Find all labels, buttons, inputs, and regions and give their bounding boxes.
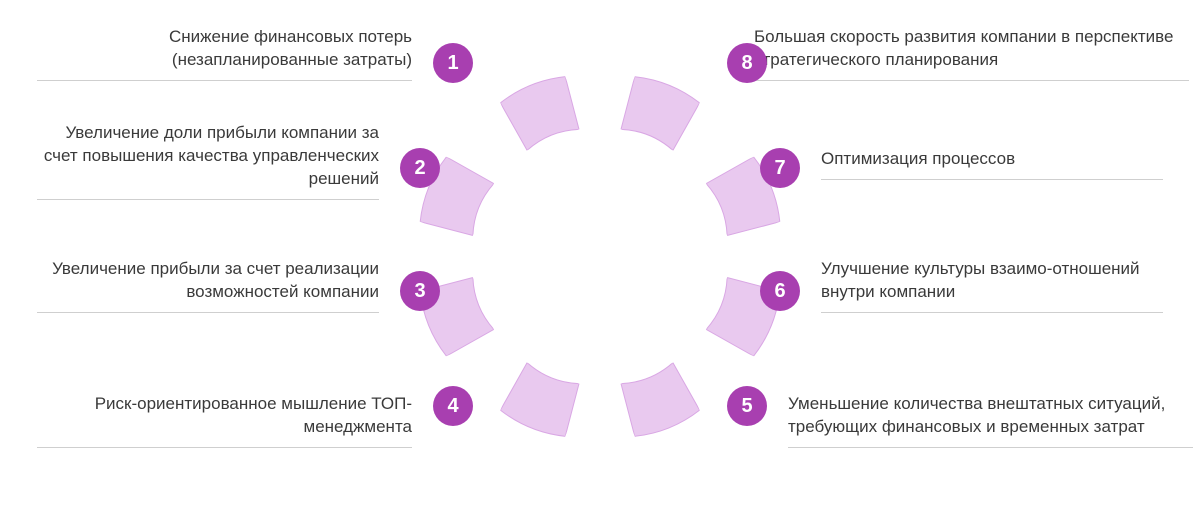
item-label-8: Большая скорость развития компании в пер… — [754, 26, 1189, 81]
item-label-3: Увеличение прибыли за счет реализации во… — [37, 258, 379, 313]
ring-segment-1 — [497, 68, 588, 158]
item-badge-4: 4 — [433, 386, 473, 426]
item-badge-5: 5 — [727, 386, 767, 426]
item-badge-3: 3 — [400, 271, 440, 311]
item-label-1: Снижение финансовых потерь (незапланиров… — [37, 26, 412, 81]
ring-segment-4 — [497, 355, 588, 445]
infographic-stage: Снижение финансовых потерь (незапланиров… — [0, 0, 1200, 508]
item-label-7: Оптимизация процессов — [821, 148, 1163, 180]
item-label-4: Риск-ориентированное мышление ТОП-менедж… — [37, 393, 412, 448]
item-badge-6: 6 — [760, 271, 800, 311]
item-label-6: Улучшение культуры взаимо-отношений внут… — [821, 258, 1163, 313]
item-badge-2: 2 — [400, 148, 440, 188]
ring-segment-8 — [613, 68, 704, 158]
item-badge-7: 7 — [760, 148, 800, 188]
item-label-2: Увеличение доли прибыли компании за счет… — [37, 122, 379, 200]
item-label-5: Уменьшение количества внештатных ситуаци… — [788, 393, 1193, 448]
item-badge-1: 1 — [433, 43, 473, 83]
ring-segment-5 — [613, 355, 704, 445]
item-badge-8: 8 — [727, 43, 767, 83]
